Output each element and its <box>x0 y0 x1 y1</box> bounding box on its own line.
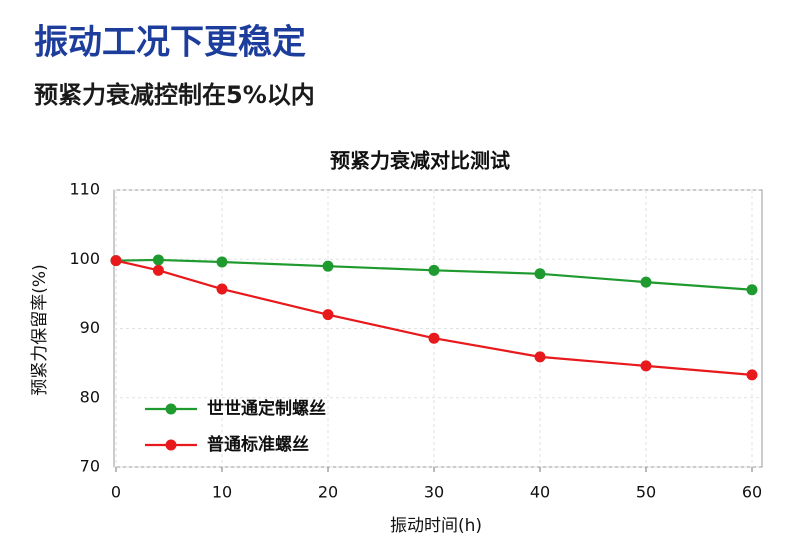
chart-title: 预紧力衰减对比测试 <box>330 149 510 173</box>
legend-label: 普通标准螺丝 <box>207 434 309 455</box>
data-point <box>640 360 652 372</box>
x-tick-label: 20 <box>318 483 338 502</box>
series-line <box>115 259 753 376</box>
x-tick-label: 60 <box>742 483 762 502</box>
y-axis-label: 预紧力保留率(%) <box>30 264 50 395</box>
y-tick-label: 90 <box>80 318 100 337</box>
data-point <box>216 256 228 268</box>
x-tick-label: 0 <box>111 483 121 502</box>
data-point <box>322 260 334 272</box>
x-tick-label: 30 <box>424 483 444 502</box>
data-point <box>152 254 164 266</box>
data-point <box>428 264 440 276</box>
data-point <box>746 284 758 296</box>
x-tick-label: 50 <box>636 483 656 502</box>
data-point <box>428 332 440 344</box>
y-tick-label: 110 <box>69 180 100 199</box>
data-point <box>152 264 164 276</box>
page-subtitle: 预紧力衰减控制在5%以内 <box>34 81 315 109</box>
page-title: 振动工况下更稳定 <box>34 23 306 63</box>
legend-marker <box>165 439 177 451</box>
x-axis-label: 振动时间(h) <box>390 516 482 536</box>
data-point <box>746 369 758 381</box>
y-tick-label: 80 <box>80 387 100 406</box>
x-tick-label: 40 <box>530 483 550 502</box>
data-point <box>322 309 334 321</box>
legend-label: 世世通定制螺丝 <box>207 398 326 419</box>
data-point <box>534 268 546 280</box>
data-point <box>534 351 546 363</box>
series-line <box>115 258 753 291</box>
y-tick-label: 100 <box>69 249 100 268</box>
y-tick-label: 70 <box>80 457 100 476</box>
x-tick-label: 10 <box>212 483 232 502</box>
data-point <box>110 255 122 267</box>
data-point <box>640 276 652 288</box>
legend-marker <box>165 403 177 415</box>
data-point <box>216 283 228 295</box>
